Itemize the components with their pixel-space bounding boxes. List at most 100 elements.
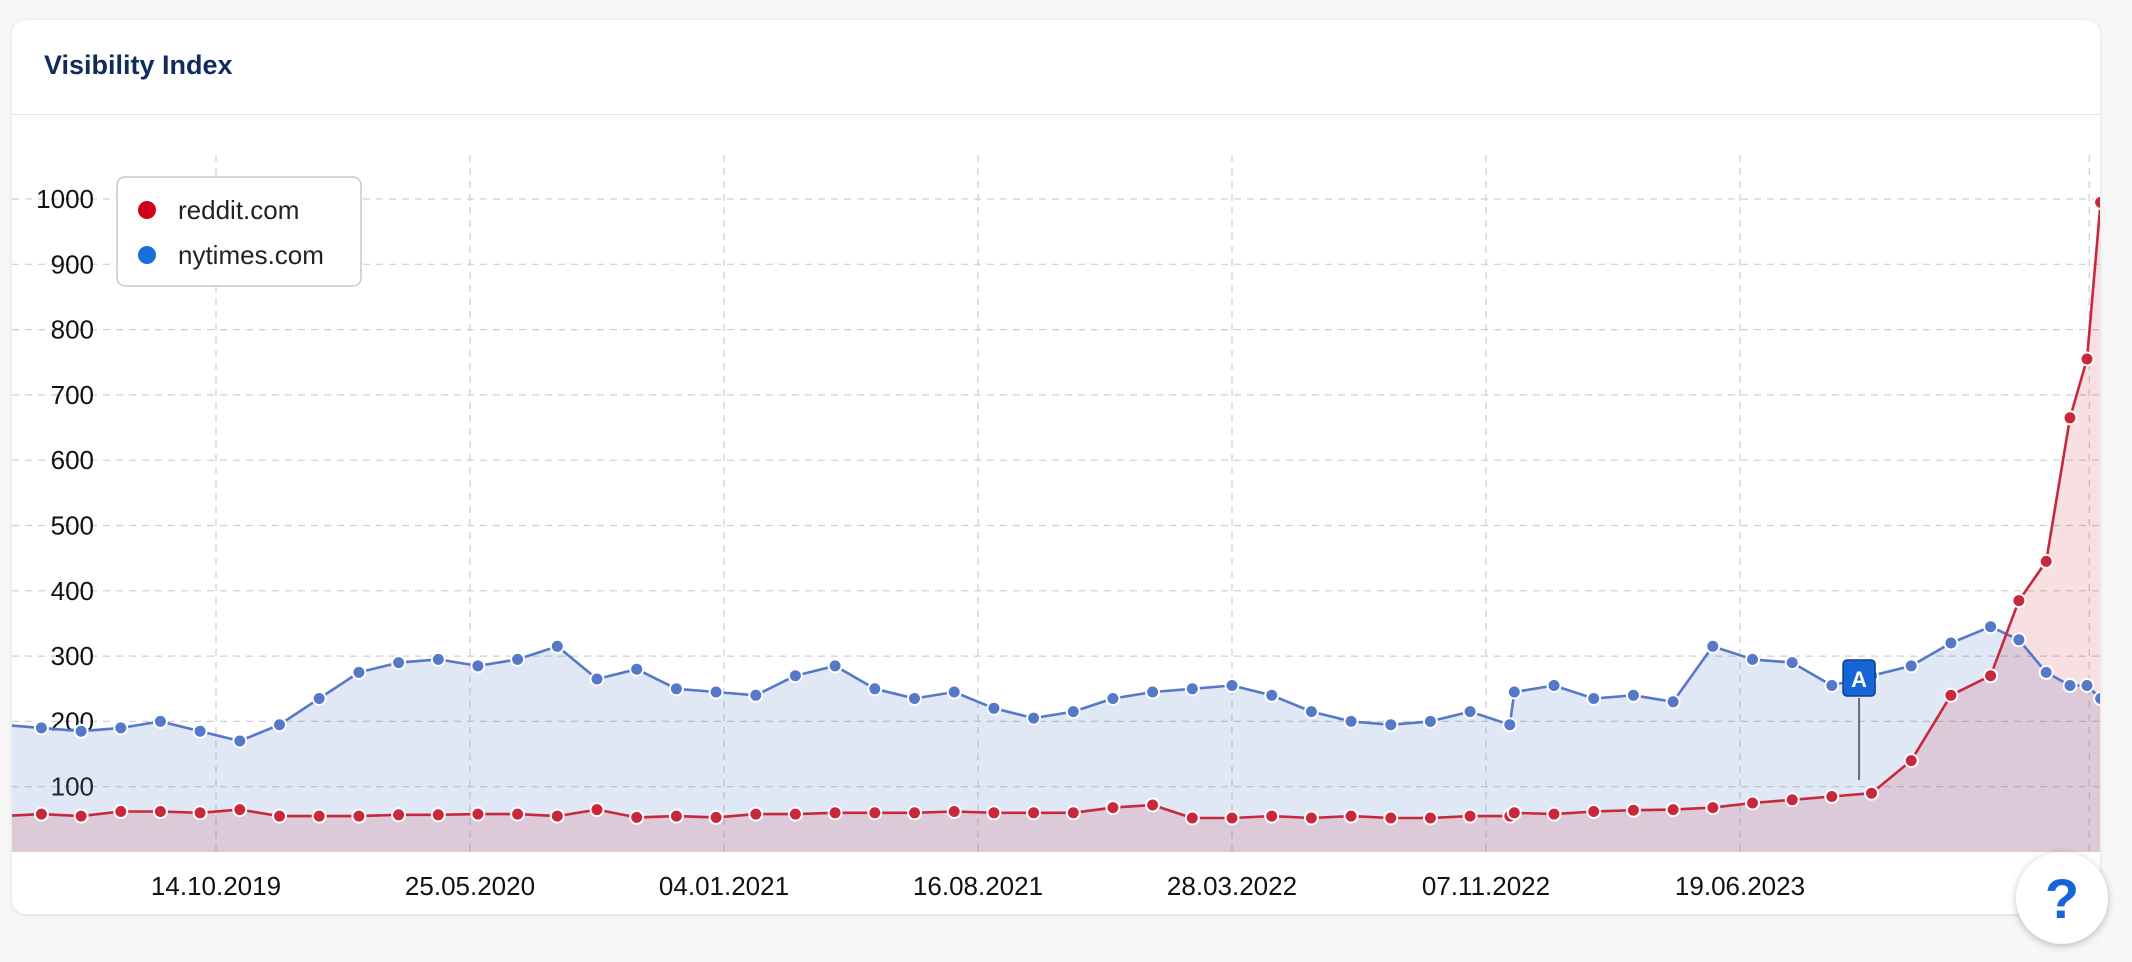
nytimes-point <box>1422 713 1438 729</box>
reddit-point <box>1943 687 1959 703</box>
help-button[interactable]: ? <box>2016 852 2108 944</box>
y-tick-label: 1000 <box>36 184 94 214</box>
reddit-point <box>272 808 287 824</box>
reddit-point <box>1745 795 1760 811</box>
nytimes-point <box>1983 619 1999 635</box>
x-tick-label: 25.05.2020 <box>405 871 535 901</box>
reddit-point <box>2038 553 2054 569</box>
reddit-point <box>1264 808 1280 824</box>
nytimes-point <box>1625 687 1641 703</box>
x-tick-label: 04.01.2021 <box>659 871 789 901</box>
nytimes-point <box>1943 635 1959 651</box>
reddit-point <box>1784 792 1800 808</box>
visibility-index-card: Visibility Index 10020030040050060070080… <box>12 20 2100 914</box>
reddit-point <box>1506 805 1522 821</box>
nytimes-point <box>2062 678 2078 693</box>
reddit-point <box>827 805 843 821</box>
nytimes-point <box>1462 704 1478 720</box>
reddit-point <box>708 809 724 825</box>
reddit-point <box>1824 789 1840 804</box>
legend-box <box>116 176 362 287</box>
nytimes-point <box>946 684 962 700</box>
legend-label-nytimes: nytimes.com <box>178 240 324 270</box>
reddit-point <box>1105 800 1121 816</box>
reddit-point <box>1184 810 1200 826</box>
reddit-point <box>1145 797 1161 813</box>
nytimes-point <box>1065 704 1081 720</box>
nytimes-point <box>668 681 684 697</box>
y-tick-label: 700 <box>51 380 94 410</box>
reddit-point <box>1343 808 1359 824</box>
y-tick-label: 900 <box>51 249 94 279</box>
legend-marker-nytimes <box>138 246 156 264</box>
y-tick-label: 400 <box>51 576 94 606</box>
reddit-point <box>1983 668 1999 684</box>
event-flag <box>1842 659 1876 697</box>
nytimes-point <box>1264 687 1280 703</box>
nytimes-point <box>1903 658 1919 674</box>
nytimes-point <box>1824 678 1840 693</box>
reddit-point <box>152 804 168 819</box>
nytimes-point <box>2011 632 2027 648</box>
nytimes-point <box>1506 684 1522 700</box>
nytimes-point <box>1343 713 1359 729</box>
nytimes-point <box>1705 638 1721 654</box>
x-tick-label: 07.11.2022 <box>1422 871 1550 901</box>
reddit-point <box>1462 808 1478 824</box>
reddit-point <box>1903 753 1919 769</box>
reddit-point <box>1705 800 1721 816</box>
legend-marker-reddit <box>138 201 156 219</box>
reddit-point <box>668 808 684 824</box>
nytimes-point <box>1745 651 1760 667</box>
reddit-point <box>33 806 49 822</box>
nytimes-point <box>391 655 407 671</box>
nytimes-point <box>1784 655 1800 671</box>
reddit-point <box>1546 806 1562 822</box>
reddit-point <box>232 802 248 818</box>
reddit-point <box>391 807 407 823</box>
reddit-area <box>12 209 2100 852</box>
reddit-point <box>311 808 327 824</box>
reddit-point <box>113 804 129 819</box>
reddit-point <box>2062 410 2078 426</box>
nytimes-point <box>2093 691 2100 706</box>
reddit-point <box>748 806 764 822</box>
nytimes-point <box>986 700 1002 716</box>
nytimes-point <box>1026 710 1042 726</box>
nytimes-point <box>748 687 764 703</box>
nytimes-point <box>2038 664 2054 680</box>
event-flag-label: A <box>1851 667 1867 692</box>
reddit-point <box>1303 810 1319 826</box>
reddit-point <box>867 805 883 821</box>
nytimes-point <box>430 651 446 667</box>
reddit-point <box>946 804 962 819</box>
y-tick-label: 300 <box>51 641 94 671</box>
nytimes-point <box>708 684 724 700</box>
nytimes-point <box>232 733 248 749</box>
nytimes-point <box>192 723 208 739</box>
nytimes-point <box>787 668 803 684</box>
nytimes-point <box>1105 691 1121 706</box>
reddit-point <box>549 808 565 824</box>
reddit-point <box>1864 785 1879 801</box>
nytimes-point <box>589 671 605 687</box>
reddit-point <box>470 806 486 822</box>
y-tick-label: 100 <box>51 772 94 802</box>
nytimes-point <box>510 651 526 667</box>
reddit-point <box>589 802 605 818</box>
reddit-point <box>1383 810 1399 826</box>
nytimes-point <box>33 720 49 736</box>
reddit-point <box>1224 810 1240 826</box>
reddit-point <box>73 808 89 824</box>
reddit-point <box>2093 194 2100 210</box>
nytimes-point <box>1383 717 1399 733</box>
reddit-point <box>1625 802 1641 818</box>
nytimes-point <box>1546 678 1562 693</box>
nytimes-point <box>1224 678 1240 693</box>
reddit-point <box>192 805 208 821</box>
reddit-point <box>1665 802 1681 818</box>
nytimes-point <box>629 661 645 677</box>
reddit-point <box>2079 351 2095 367</box>
x-tick-label: 28.03.2022 <box>1167 871 1297 901</box>
reddit-point <box>1422 810 1438 826</box>
